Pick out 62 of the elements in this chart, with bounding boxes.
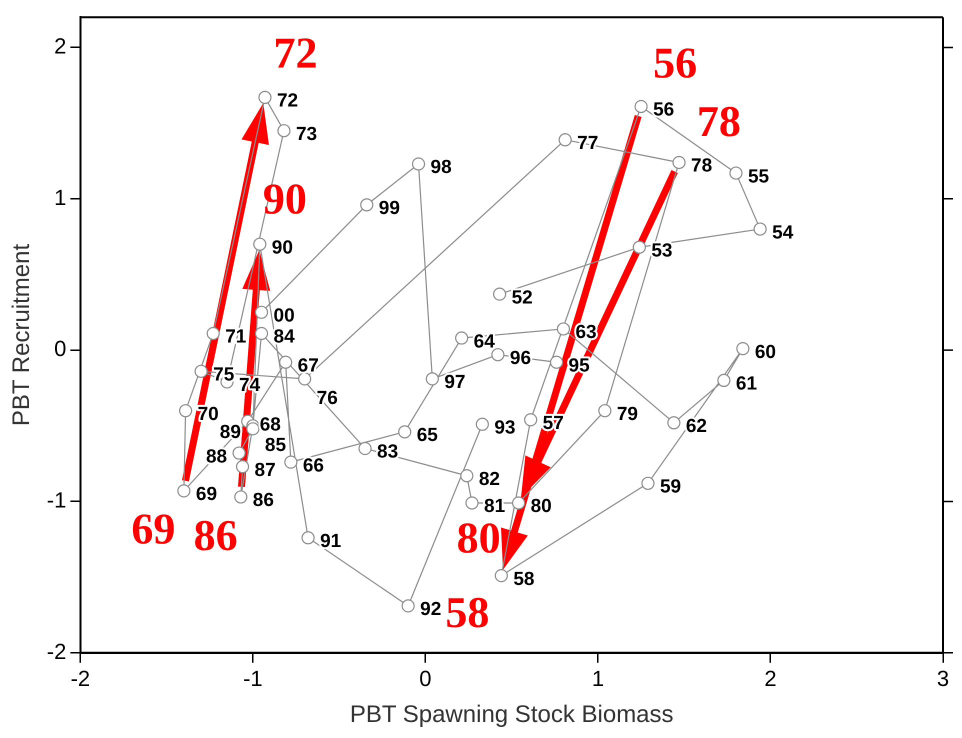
annotation: 89 [220,422,241,444]
annotation: 88 [206,446,228,468]
y-axis-title: PBT Recruitment [8,244,36,426]
annotation: 78 [691,156,712,177]
annotation: 68 [260,414,281,436]
annotation: 82 [478,468,500,490]
annotation: 96 [510,348,532,369]
annotation: 99 [378,198,400,220]
annotation: 90 [272,237,293,258]
annotation: 75 [213,364,235,386]
annotation: 92 [420,599,442,620]
annotation: 67 [298,355,319,376]
annotation: 53 [651,240,672,262]
annotation: 83 [377,442,398,463]
annotation: 65 [416,425,438,446]
annotation: 80 [530,496,552,518]
annotation: 79 [616,404,638,425]
y-tick-label: -1 [46,488,66,513]
y-tick-label: 1 [54,184,66,210]
y-tick-label: 0 [54,336,66,362]
y-tick-label: 2 [54,34,66,59]
annotation: 98 [430,157,452,178]
annotation: 52 [512,287,533,308]
annotation: 85 [264,435,286,456]
annotation: 71 [225,326,247,348]
annotation: 97 [444,372,466,394]
annotation: 58 [445,588,490,638]
annotation: 00 [274,306,295,327]
annotation: 73 [296,124,318,145]
annotation: 59 [660,476,682,498]
y-tick-label: -2 [46,638,66,664]
annotation: 78 [696,96,741,146]
annotation: 56 [653,100,674,121]
annotation: 66 [302,455,324,476]
annotation: 56 [653,38,698,88]
annotation: 61 [736,374,758,395]
annotation: 77 [577,133,598,154]
annotation: 93 [494,418,516,439]
x-tick-label: 3 [936,666,950,692]
annotation: 76 [316,388,338,410]
annotation: 62 [686,416,707,438]
annotation: 87 [254,460,276,481]
annotation: 60 [754,342,776,363]
x-tick-label: 2 [764,666,777,692]
annotation: 72 [273,28,318,78]
x-tick-label: 1 [592,666,604,692]
annotation: 86 [252,490,274,512]
annotation: 90 [262,174,307,224]
annotation: 84 [274,326,296,348]
x-axis-title: PBT Spawning Stock Biomass [350,701,674,728]
x-tick-label: -1 [243,666,263,692]
annotation: 69 [196,484,218,506]
annotation: 86 [194,511,238,560]
annotation: 91 [320,531,342,552]
annotation: 72 [276,90,298,112]
annotation: 69 [131,504,176,554]
x-tick-label: 0 [419,666,432,692]
x-tick-label: -2 [70,666,90,692]
annotation: 54 [772,222,794,244]
annotation: 58 [513,568,534,590]
annotation: 64 [474,331,496,352]
annotation: 55 [748,166,770,188]
